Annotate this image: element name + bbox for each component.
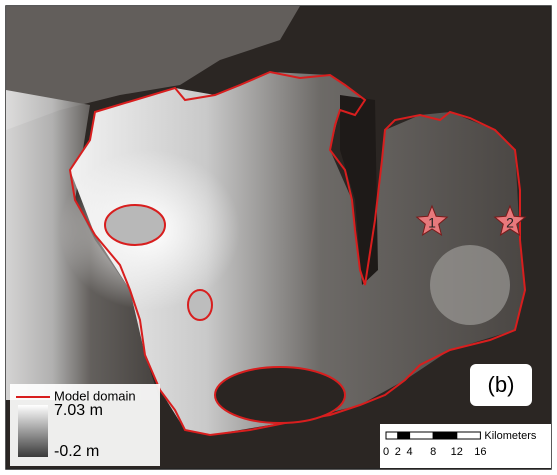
scale-segment (433, 432, 457, 439)
scale-segment (398, 432, 410, 439)
legend-ramp (18, 405, 48, 457)
scale-tick-label: 16 (474, 446, 486, 458)
scale-tick-label: 12 (451, 446, 463, 458)
scale-tick-label: 0 (383, 446, 389, 458)
scale-unit: Kilometers (484, 430, 536, 442)
scale-tick-label: 8 (430, 446, 436, 458)
scale-segment (386, 432, 398, 439)
legend-max-label: 7.03 m (54, 402, 103, 419)
scale-segment (457, 432, 481, 439)
legend-line-label: Model domain (54, 388, 136, 403)
station-label: 2 (506, 215, 514, 231)
map: Model domain 7.03 m -0.2 m (b) 02481216K… (0, 0, 557, 475)
scale-tick-label: 2 (395, 446, 401, 458)
scale-segment (410, 432, 434, 439)
station-label: 1 (428, 215, 436, 231)
panel-label: (b) (488, 372, 515, 397)
scale-tick-label: 4 (407, 446, 413, 458)
lake-east (430, 245, 510, 325)
legend-min-label: -0.2 m (54, 443, 99, 460)
